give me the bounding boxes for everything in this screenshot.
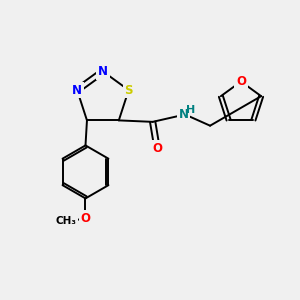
Text: N: N xyxy=(98,65,108,78)
Text: N: N xyxy=(178,108,189,121)
Text: H: H xyxy=(186,105,195,115)
Text: CH₃: CH₃ xyxy=(55,216,76,226)
Text: N: N xyxy=(72,84,82,97)
Text: S: S xyxy=(124,84,133,97)
Text: O: O xyxy=(236,75,246,88)
Text: O: O xyxy=(152,142,162,155)
Text: O: O xyxy=(80,212,91,225)
